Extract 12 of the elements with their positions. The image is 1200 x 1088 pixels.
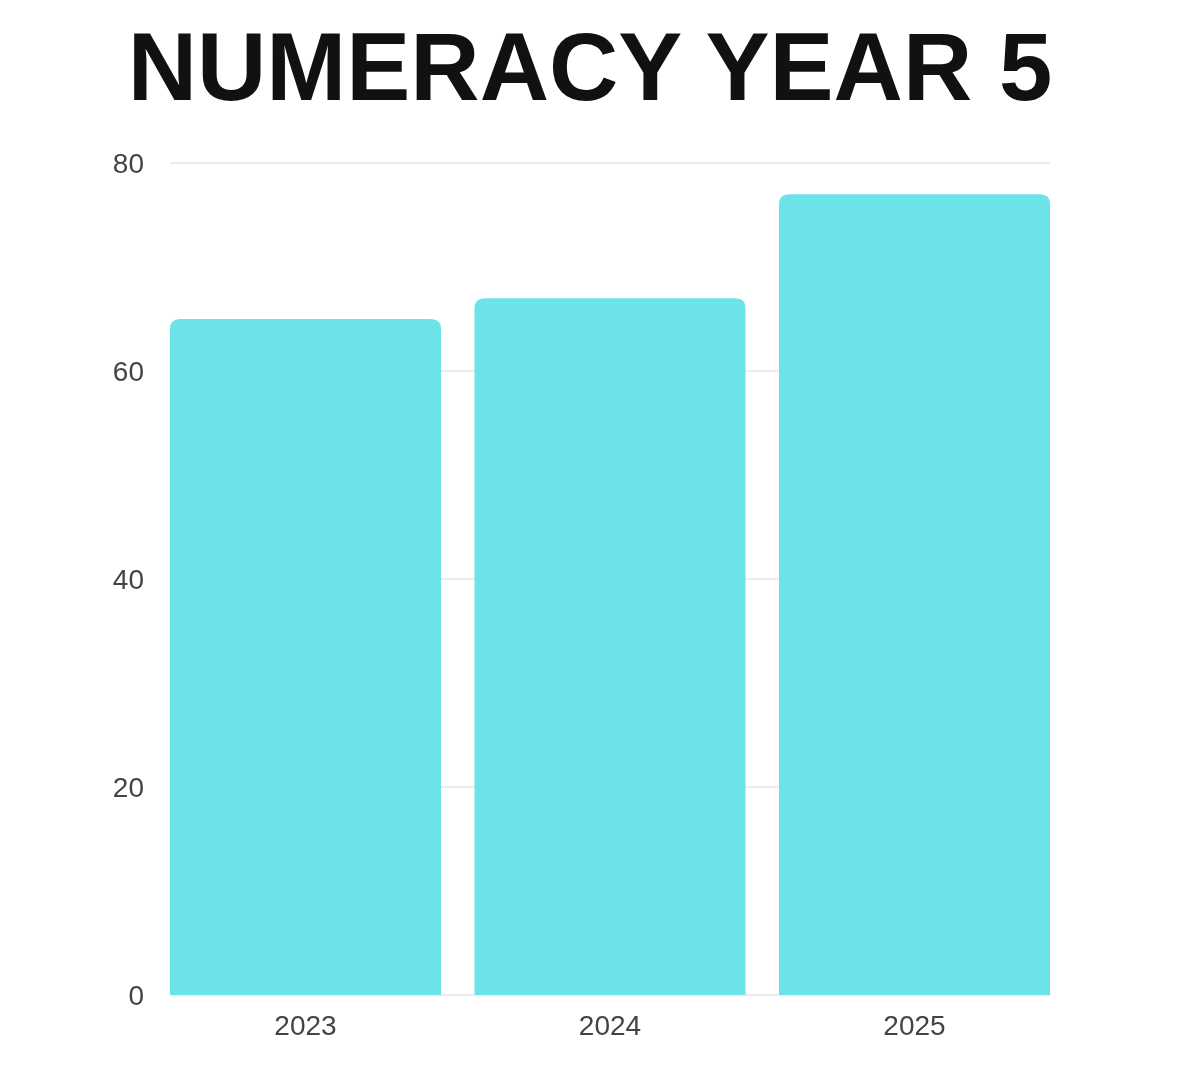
- x-tick-label: 2023: [274, 1010, 337, 1041]
- y-tick-label: 0: [128, 979, 144, 1011]
- x-tick-label: 2025: [883, 1010, 946, 1041]
- y-tick-label: 40: [112, 563, 144, 595]
- bar: [779, 194, 1050, 995]
- y-tick-label: 20: [112, 771, 144, 803]
- y-tick-label: 60: [112, 355, 144, 387]
- bar: [170, 319, 441, 995]
- x-tick-label: 2024: [578, 1010, 642, 1041]
- chart-title: NUMERACY YEAR 5: [127, 13, 1053, 120]
- y-tick-label: 80: [112, 147, 144, 179]
- bar: [474, 298, 746, 995]
